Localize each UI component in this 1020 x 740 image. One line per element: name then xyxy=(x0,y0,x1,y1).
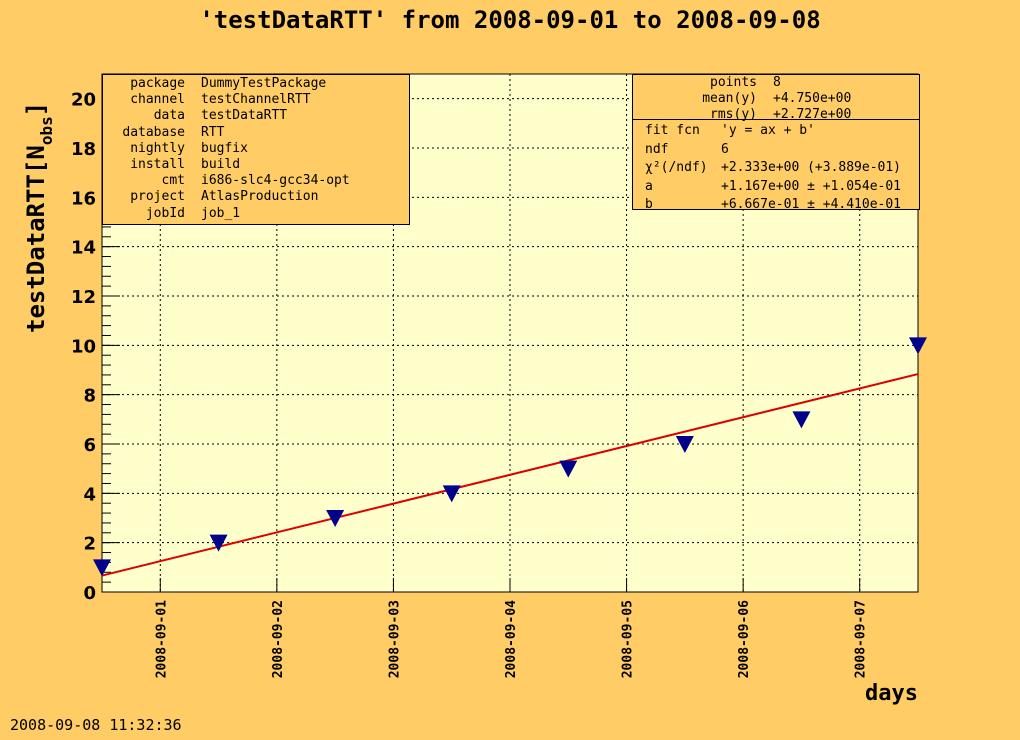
fit-row: ndf 6 xyxy=(633,141,919,160)
info-value: job_1 xyxy=(201,205,241,221)
info-value: bugfix xyxy=(201,140,248,156)
stats-row: rms(y) +2.727e+00 xyxy=(633,107,919,123)
data-point xyxy=(675,436,694,453)
info-value: i686-slc4-gcc34-opt xyxy=(201,173,350,189)
stats-key: mean(y) xyxy=(702,91,757,107)
x-tick-label: 2008-09-05 xyxy=(621,600,636,678)
fit-row: a +1.167e+00 ± +1.054e-01 xyxy=(633,178,919,197)
fit-value: 'y = ax + b' xyxy=(721,123,815,138)
info-value: testChannelRTT xyxy=(201,92,311,108)
x-tick-label: 2008-09-01 xyxy=(154,600,169,678)
axes: 0 2 4 6 8 10 12 14 16 18 20 2008-09-01 2008-09-02 200… xyxy=(71,78,869,678)
stats-row: mean(y) +4.750e+00 xyxy=(633,91,919,107)
x-axis-label: days xyxy=(865,681,918,706)
data-points xyxy=(93,337,927,577)
x-tick-label: 2008-09-06 xyxy=(737,600,752,678)
fit-value: +6.667e-01 ± +4.410e-01 xyxy=(721,197,902,212)
x-tick-label: 2008-09-02 xyxy=(271,600,286,678)
info-value: build xyxy=(201,157,241,173)
fit-value: +2.333e+00 (+3.889e-01) xyxy=(721,160,902,175)
stats-summary: points 8 mean(y) +4.750e+00 rms(y) +2.727e+00 xyxy=(633,75,919,123)
info-row: project AtlasProduction xyxy=(103,189,409,205)
data-point xyxy=(559,460,578,478)
fit-value: +1.167e+00 ± +1.054e-01 xyxy=(721,178,902,194)
stats-key: rms(y) xyxy=(710,107,757,123)
data-point xyxy=(93,559,111,577)
x-tick-label: 2008-09-07 xyxy=(854,600,869,678)
chart-title: 'testDataRTT' from 2008-09-01 to 2008-09… xyxy=(199,6,821,34)
fit-key: fit fcn xyxy=(645,123,700,138)
info-row: cmt i686-slc4-gcc34-opt xyxy=(103,173,409,189)
stats-key: points xyxy=(710,75,757,90)
info-key: channel xyxy=(130,92,185,108)
y-tick-label: 14 xyxy=(71,238,96,259)
y-tick-label: 20 xyxy=(71,90,96,111)
data-point xyxy=(209,534,228,552)
info-value: RTT xyxy=(201,124,225,140)
info-key: database xyxy=(122,124,185,140)
x-tick-label: 2008-09-04 xyxy=(504,600,519,678)
y-tick-label: 0 xyxy=(83,583,96,604)
info-key: nightly xyxy=(130,140,185,156)
stats-value: +2.727e+00 xyxy=(773,107,852,123)
y-axis-label: testDataRTT[Nobs] xyxy=(22,102,56,333)
info-key: package xyxy=(130,76,185,91)
y-tick-label: 2 xyxy=(83,534,96,555)
fit-key: ndf xyxy=(645,141,669,157)
stats-value: +4.750e+00 xyxy=(773,91,852,107)
fit-value: 6 xyxy=(721,141,729,157)
info-value: DummyTestPackage xyxy=(201,76,327,91)
stats-row: points 8 xyxy=(633,75,919,91)
info-key: project xyxy=(130,189,185,205)
timestamp: 2008-09-08 11:32:36 xyxy=(10,716,182,734)
info-row: nightly bugfix xyxy=(103,141,409,157)
fit-key: b xyxy=(645,197,653,212)
info-row: jobId job_1 xyxy=(103,206,409,222)
stats-value: 8 xyxy=(773,75,781,90)
info-box: package DummyTestPackage channel testChanne… xyxy=(102,74,410,225)
stats-box: points 8 mean(y) +4.750e+00 rms(y) +2.727e+00… xyxy=(632,74,920,212)
data-point xyxy=(326,510,345,527)
data-point xyxy=(792,411,811,429)
info-key: jobId xyxy=(145,205,185,221)
data-point xyxy=(909,337,927,355)
fit-row: b +6.667e-01 ± +4.410e-01 xyxy=(633,196,919,215)
y-tick-label: 12 xyxy=(71,287,96,308)
info-row: channel testChannelRTT xyxy=(103,92,409,108)
info-key: data xyxy=(153,108,185,124)
info-key: install xyxy=(130,157,185,173)
x-tick-label: 2008-09-03 xyxy=(387,600,402,678)
info-row: package DummyTestPackage xyxy=(103,76,409,92)
info-value: testDataRTT xyxy=(201,108,288,124)
y-tick-label: 8 xyxy=(83,386,96,407)
info-value: AtlasProduction xyxy=(201,189,319,205)
y-tick-label: 4 xyxy=(83,484,96,505)
info-row: data testDataRTT xyxy=(103,108,409,124)
fit-key: χ²(/ndf) xyxy=(645,160,708,175)
fit-key: a xyxy=(645,178,653,194)
y-tick-label: 10 xyxy=(71,336,96,357)
y-tick-label: 16 xyxy=(71,188,96,209)
fit-line xyxy=(101,373,919,577)
data-point xyxy=(442,485,461,503)
info-row: database RTT xyxy=(103,125,409,141)
fit-row: χ²(/ndf) +2.333e+00 (+3.889e-01) xyxy=(633,159,919,178)
fit-row: fit fcn 'y = ax + b' xyxy=(633,122,919,141)
y-tick-label: 6 xyxy=(83,435,96,456)
stats-fit: fit fcn 'y = ax + b' ndf 6 χ²(/ndf) +2.333e+0… xyxy=(633,120,919,215)
fit-layer xyxy=(101,373,919,577)
info-key: cmt xyxy=(161,173,185,189)
y-tick-label: 18 xyxy=(71,139,96,160)
info-row: install build xyxy=(103,157,409,173)
